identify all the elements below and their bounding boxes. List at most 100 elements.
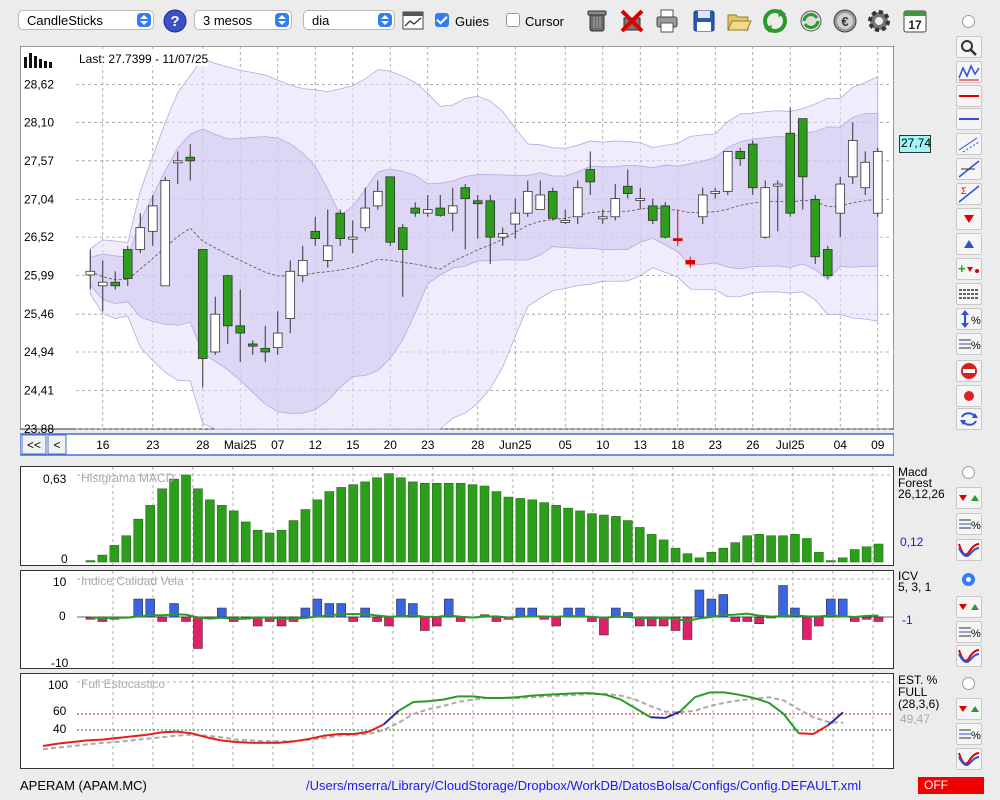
update-icon[interactable] — [798, 8, 824, 34]
macd-bar — [264, 532, 275, 563]
print-icon[interactable] — [654, 8, 680, 34]
stochastic-chart[interactable]: Full Estocastico 100 60 40 — [21, 674, 893, 768]
icv-bar — [408, 603, 418, 618]
stoch-wave-icon[interactable] — [956, 748, 982, 770]
icv-bar — [384, 616, 394, 627]
icv-bar — [133, 598, 143, 618]
macd-bar — [694, 557, 705, 563]
candle-body — [385, 176, 396, 243]
icv-bar — [360, 607, 370, 618]
open-folder-icon[interactable] — [726, 8, 752, 34]
candle-body — [510, 212, 521, 225]
candle-body — [260, 347, 271, 353]
stoch-radio[interactable] — [962, 677, 975, 690]
macd-radio[interactable] — [962, 466, 975, 479]
icv-bar — [718, 594, 729, 618]
stoch-k-segment — [428, 698, 444, 703]
icv-move-icon[interactable] — [956, 596, 982, 618]
grid-lines-tool[interactable] — [956, 283, 982, 305]
macd-move-icon[interactable] — [956, 487, 982, 509]
candle-body — [235, 325, 246, 334]
icv-bar — [802, 616, 812, 640]
nav-first-button[interactable] — [21, 434, 47, 455]
macd-value: 0,12 — [900, 535, 924, 549]
chart-type-select[interactable]: CandleSticks — [18, 10, 154, 30]
stoch-k-segment — [768, 702, 785, 715]
icv-histogram[interactable]: Indice Calidad Vela 10 0 -10 — [21, 571, 893, 670]
config-path-link[interactable]: /Users/mserra/Library/CloudStorage/Dropb… — [306, 778, 862, 793]
macd-histogram[interactable]: Histgrama MACD 0,63 0 — [21, 467, 893, 566]
macd-percent-icon[interactable]: % — [956, 513, 982, 535]
stoch-k-segment — [413, 700, 429, 703]
horizontal-red-line-tool[interactable] — [956, 85, 982, 107]
trendline-tool[interactable] — [956, 158, 982, 180]
bar-chart-icon[interactable] — [24, 52, 54, 71]
trash-icon[interactable] — [584, 8, 610, 34]
stoch-panel: Full Estocastico 100 60 40 — [20, 673, 894, 769]
arrow-down-tool[interactable] — [956, 208, 982, 230]
stoch-k-segment — [502, 696, 518, 699]
horizontal-blue-line-tool[interactable] — [956, 108, 982, 130]
macd-bar — [730, 542, 741, 563]
candle-body — [597, 216, 608, 220]
channel-tool[interactable] — [956, 133, 982, 155]
candle-body — [172, 160, 183, 164]
candle-body — [497, 233, 508, 238]
chart-icon[interactable] — [402, 11, 424, 31]
calendar-day: 17 — [908, 18, 922, 32]
stoch-ytick-40: 40 — [53, 722, 67, 736]
refresh-icon[interactable] — [762, 8, 788, 34]
candle-body — [610, 198, 621, 218]
candle-body — [735, 150, 746, 160]
stoch-percent-icon[interactable]: % — [956, 723, 982, 745]
macd-bar — [85, 560, 96, 563]
help-icon[interactable]: ? — [162, 8, 188, 34]
icv-bar — [145, 598, 155, 618]
icv-percent-icon[interactable]: % — [956, 621, 982, 643]
candle-body — [810, 198, 821, 258]
settings-icon[interactable] — [866, 8, 892, 34]
percent-scale-tool[interactable]: % — [956, 308, 982, 330]
stoch-title: Full Estocastico — [81, 677, 165, 691]
candle-body — [560, 220, 571, 223]
save-icon[interactable] — [691, 8, 717, 34]
icv-wave-icon[interactable] — [956, 645, 982, 667]
guides-checkbox[interactable] — [435, 13, 449, 27]
period-select[interactable]: 3 mesos — [194, 10, 292, 30]
stoch-k-segment — [442, 695, 459, 701]
no-entry-icon[interactable] — [956, 360, 982, 382]
main-chart-radio[interactable] — [962, 15, 975, 28]
candle-body — [397, 227, 408, 250]
currency-icon[interactable]: € — [832, 8, 858, 34]
percent-lines-tool[interactable]: % — [956, 333, 982, 355]
macd-bar — [97, 554, 108, 563]
icv-bar — [694, 589, 705, 618]
signals-tool[interactable]: + — [956, 258, 982, 280]
macd-bar — [551, 505, 561, 563]
calendar-icon[interactable]: 17 — [902, 8, 928, 34]
nav-prev-button[interactable] — [47, 434, 67, 455]
indicator-tool[interactable] — [956, 61, 982, 83]
stoch-move-icon[interactable] — [956, 698, 982, 720]
candle-body — [647, 205, 658, 221]
svg-text:%: % — [971, 520, 981, 532]
delete-icon[interactable] — [619, 8, 645, 34]
macd-bar — [396, 477, 406, 563]
cursor-checkbox[interactable] — [506, 13, 520, 27]
zoom-tool[interactable] — [956, 36, 982, 58]
sync-icon[interactable] — [956, 408, 982, 430]
macd-bar — [634, 527, 645, 563]
arrow-up-tool[interactable] — [956, 233, 982, 255]
icv-bar — [372, 616, 382, 622]
icv-radio[interactable] — [962, 573, 975, 586]
fibonacci-tool[interactable]: Σ — [956, 183, 982, 205]
record-icon[interactable] — [956, 385, 982, 407]
macd-bar — [849, 549, 860, 563]
candle-body — [310, 230, 321, 239]
macd-wave-icon[interactable] — [956, 539, 982, 561]
stoch-k-segment — [190, 732, 207, 739]
stoch-k-segment — [324, 733, 340, 737]
interval-value: dia — [312, 13, 330, 28]
interval-select[interactable]: dia — [303, 10, 395, 30]
candlestick-chart[interactable]: 28,6228,6228,1028,1027,5727,5727,0427,04… — [19, 38, 941, 458]
